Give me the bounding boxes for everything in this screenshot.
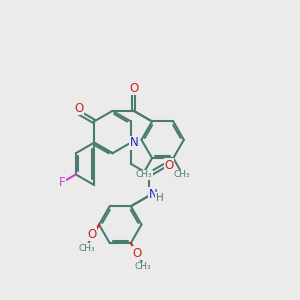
- Text: O: O: [87, 228, 96, 241]
- Text: CH₃: CH₃: [134, 262, 151, 271]
- Text: CH₃: CH₃: [136, 170, 152, 179]
- Text: F: F: [59, 176, 65, 189]
- Text: CH₃: CH₃: [174, 170, 190, 179]
- Text: H: H: [156, 193, 164, 203]
- Text: N: N: [130, 136, 139, 149]
- Text: N: N: [148, 188, 157, 201]
- Text: O: O: [165, 159, 174, 172]
- Text: O: O: [129, 82, 138, 95]
- Text: O: O: [74, 101, 83, 115]
- Text: CH₃: CH₃: [78, 244, 95, 253]
- Text: O: O: [133, 247, 142, 260]
